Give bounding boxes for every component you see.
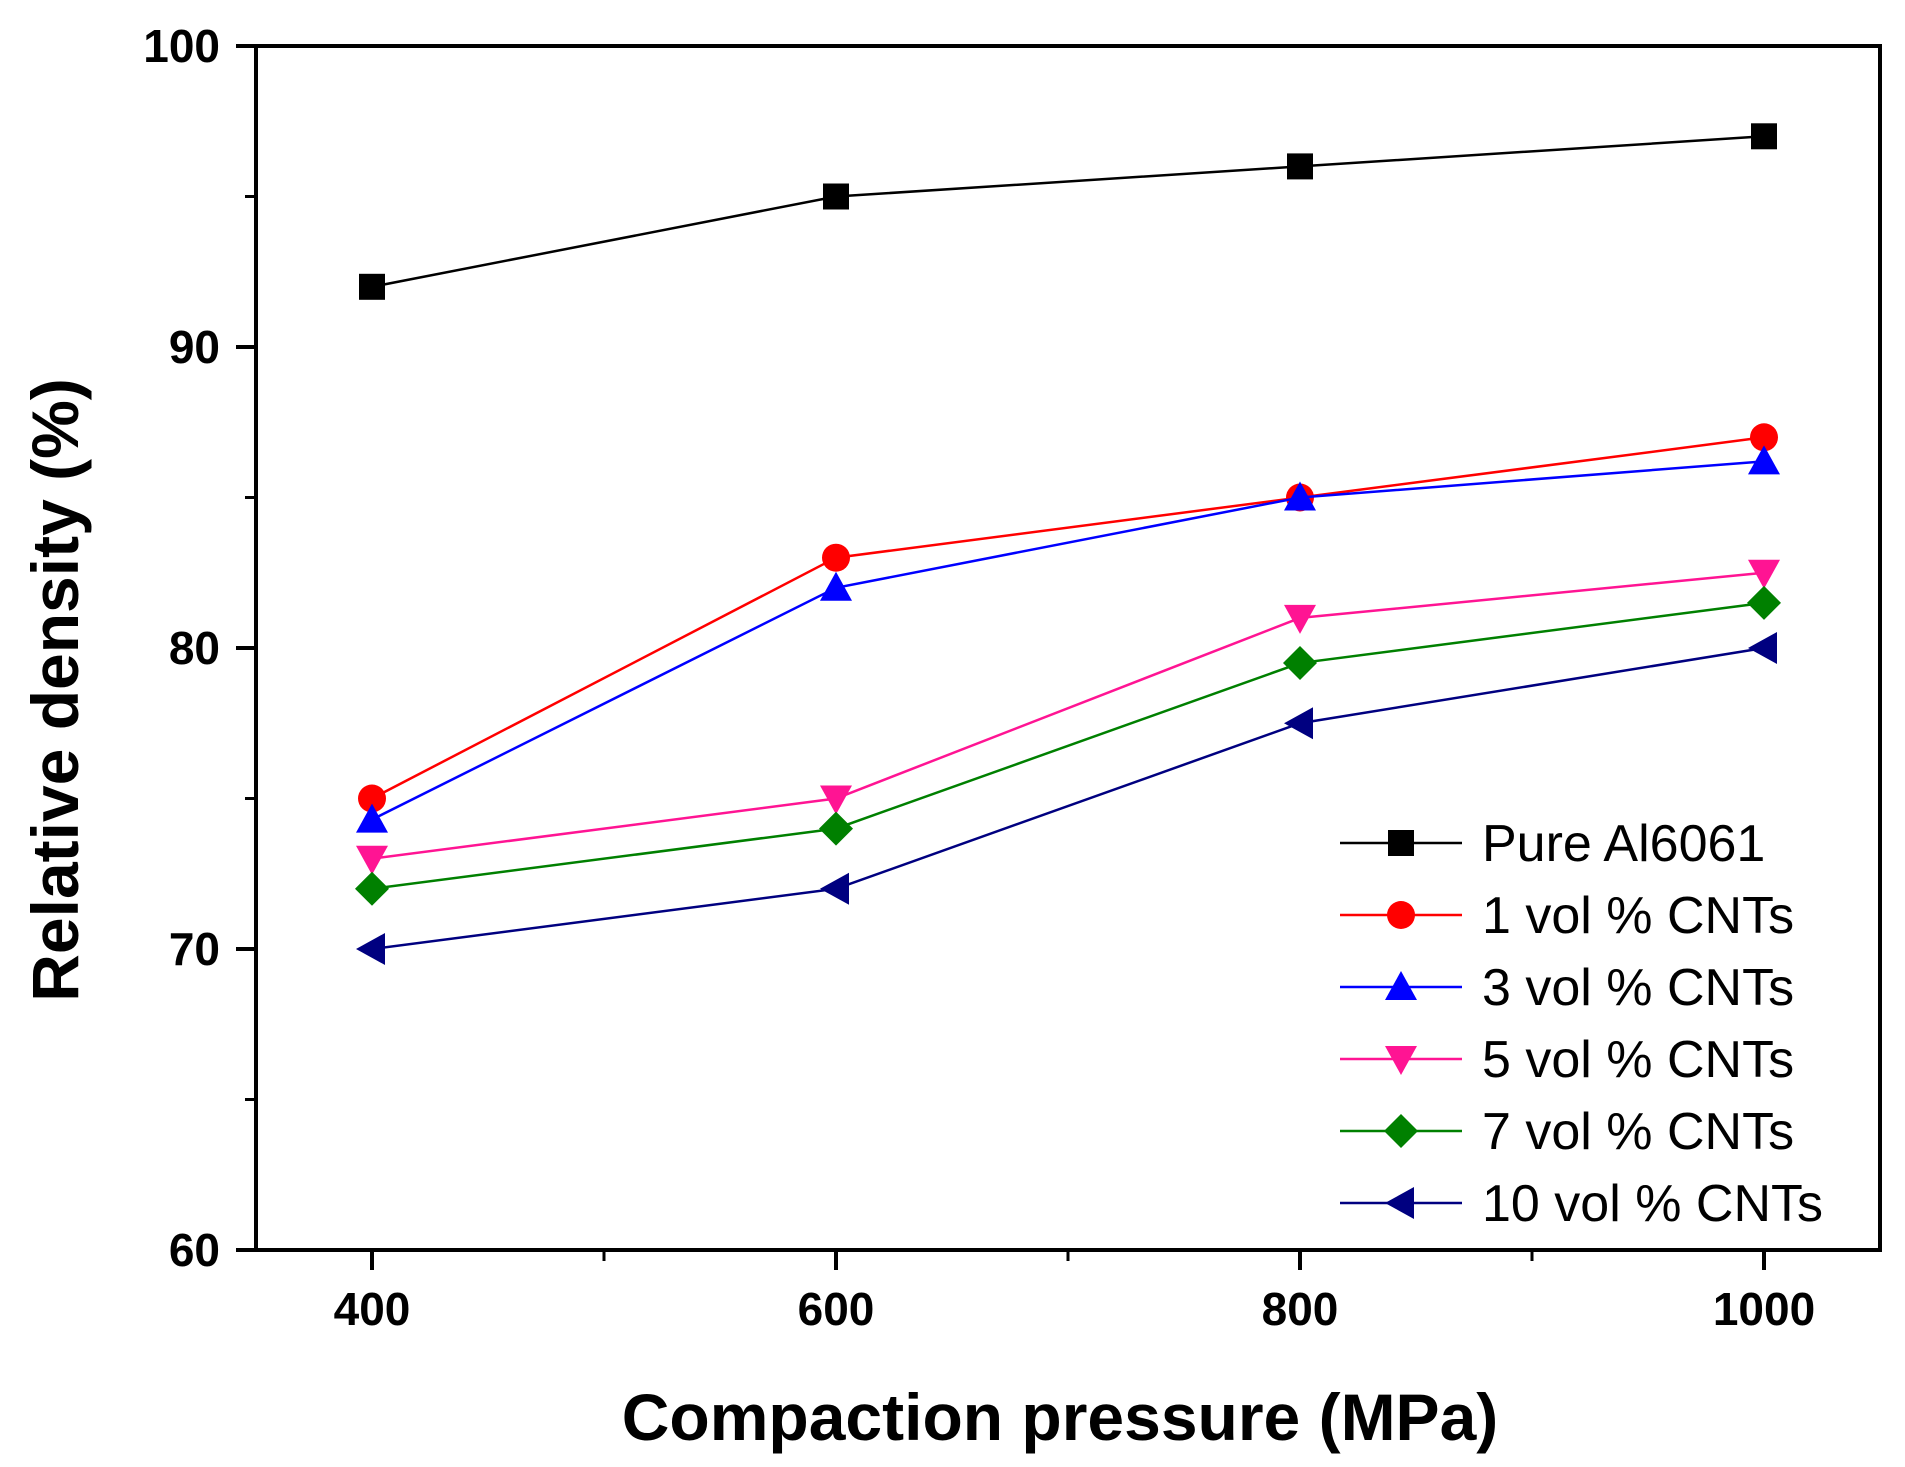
y-tick-label: 70: [169, 923, 220, 975]
legend-entry: 3 vol % CNTs: [1340, 959, 1794, 1017]
x-tick-label: 600: [798, 1283, 875, 1335]
legend-label: 7 vol % CNTs: [1482, 1103, 1794, 1161]
series-line: [371, 571, 1765, 860]
data-point: [1748, 559, 1780, 589]
y-tick-label: 60: [169, 1224, 220, 1276]
data-point: [1747, 585, 1781, 620]
data-point: [1283, 646, 1317, 681]
legend: Pure Al6061 1 vol % CNTs 3 vol % CNTs 5 vol…: [1340, 815, 1823, 1233]
data-point: [823, 183, 849, 210]
data-point: [819, 811, 853, 846]
series-4: [356, 559, 1780, 875]
series-3: [356, 445, 1780, 833]
series-line: [371, 601, 1765, 891]
legend-entry: 5 vol % CNTs: [1340, 1031, 1794, 1089]
legend-label: Pure Al6061: [1482, 815, 1765, 873]
legend-entry: 10 vol % CNTs: [1340, 1175, 1823, 1233]
data-point: [820, 571, 852, 601]
series-line: [371, 646, 1765, 951]
data-point: [822, 543, 850, 572]
series-6: [356, 632, 1777, 965]
y-axis-title: Relative density (%): [18, 378, 92, 1002]
series-line: [371, 135, 1765, 289]
legend-marker: [1385, 1187, 1414, 1219]
legend-entry: 1 vol % CNTs: [1340, 887, 1794, 945]
data-point: [1750, 423, 1778, 452]
y-tick-label: 100: [143, 20, 220, 72]
series-layer: [355, 123, 1781, 965]
x-axis-title: Compaction pressure (MPa): [622, 1380, 1499, 1454]
data-point: [1284, 604, 1316, 634]
data-point: [356, 845, 388, 875]
data-point: [1748, 632, 1777, 664]
data-point: [820, 785, 852, 815]
legend-marker: [1385, 1046, 1417, 1075]
data-point: [356, 933, 385, 965]
legend-marker: [1384, 1114, 1418, 1148]
series-1: [359, 123, 1777, 300]
data-point: [1748, 445, 1780, 475]
series-line: [371, 436, 1765, 800]
legend-entry: Pure Al6061: [1340, 815, 1765, 873]
legend-marker: [1388, 830, 1414, 856]
data-point: [1751, 123, 1777, 150]
legend-marker: [1387, 901, 1415, 929]
data-point: [1287, 153, 1313, 180]
data-point: [359, 273, 385, 300]
data-point: [1284, 707, 1313, 740]
x-tick-label: 800: [1262, 1283, 1339, 1335]
y-tick-label: 90: [169, 321, 220, 373]
legend-label: 5 vol % CNTs: [1482, 1031, 1794, 1089]
x-tick-label: 400: [334, 1283, 411, 1335]
series-line: [371, 460, 1765, 821]
series-2: [358, 423, 1778, 813]
data-point: [358, 784, 386, 813]
legend-label: 3 vol % CNTs: [1482, 959, 1794, 1017]
data-point: [356, 803, 388, 833]
axes: 400 600 800 1000 60 70 80 90 100: [143, 20, 1882, 1335]
data-point: [355, 871, 389, 906]
legend-label: 10 vol % CNTs: [1482, 1175, 1823, 1233]
y-tick-label: 80: [169, 622, 220, 674]
data-point: [1284, 481, 1316, 511]
data-point: [820, 872, 849, 905]
legend-entry: 7 vol % CNTs: [1340, 1103, 1794, 1161]
x-tick-label: 1000: [1713, 1283, 1815, 1335]
legend-marker: [1385, 971, 1417, 1000]
series-5: [355, 585, 1781, 906]
legend-label: 1 vol % CNTs: [1482, 887, 1794, 945]
